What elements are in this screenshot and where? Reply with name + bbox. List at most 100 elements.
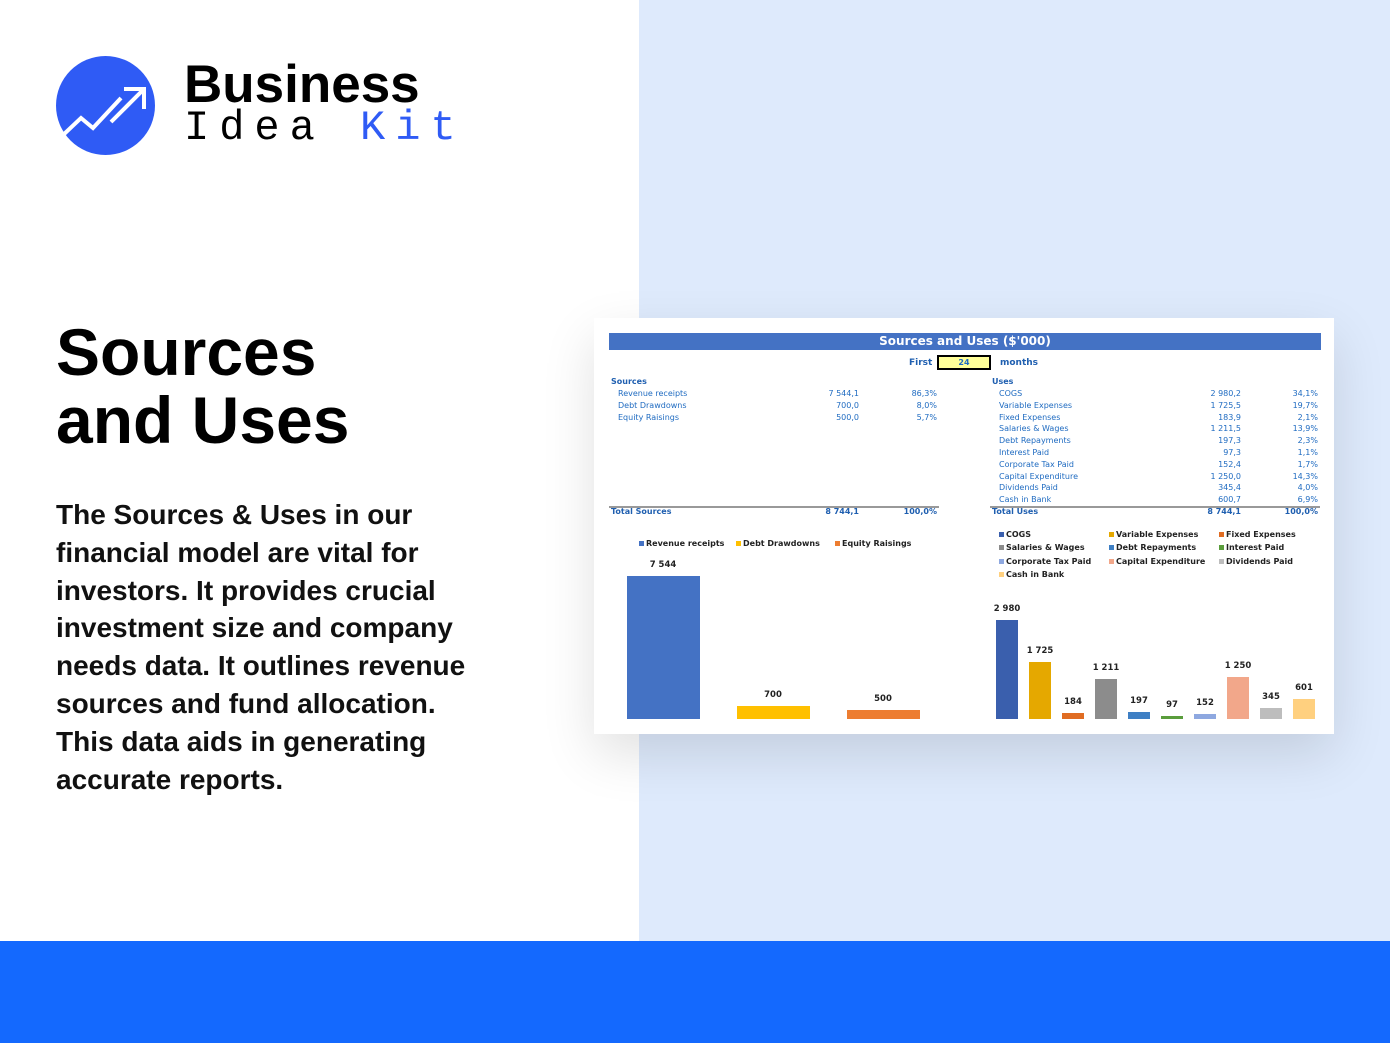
legend-item-equity-raisings: Equity Raisings — [835, 539, 911, 548]
sheet-title: Sources and Uses ($'000) — [609, 333, 1321, 350]
use-label: Variable Expenses — [999, 400, 1073, 410]
source-pct: 86,3% — [911, 389, 937, 398]
page-title: Sources and Uses — [56, 318, 349, 454]
use-value: 345,4 — [1218, 483, 1241, 493]
first-label: First — [909, 358, 933, 368]
use-pct: 4,0% — [1297, 483, 1318, 493]
source-label: Revenue receipts — [618, 389, 688, 398]
use-label: Fixed Expenses — [999, 412, 1061, 422]
use-pct: 34,1% — [1292, 389, 1318, 398]
source-value: 500,0 — [836, 412, 859, 422]
bar-capital-expenditure — [1227, 677, 1249, 719]
legend-item-capital-expenditure: Capital Expenditure — [1109, 557, 1205, 566]
months-input[interactable]: 24 — [937, 355, 991, 370]
legend-item-corporate-tax-paid: Corporate Tax Paid — [999, 557, 1091, 566]
legend-item-debt-repayments: Debt Repayments — [1109, 543, 1196, 552]
total-uses-value: 8 744,1 — [1207, 507, 1241, 516]
use-value: 600,7 — [1218, 495, 1241, 505]
use-label: Interest Paid — [999, 448, 1050, 457]
data-label: 500 — [874, 693, 892, 704]
use-value: 1 250,0 — [1210, 471, 1241, 481]
use-value: 197,3 — [1218, 436, 1241, 446]
total-uses-pct: 100,0% — [1284, 507, 1318, 516]
logo-trend-icon — [56, 56, 155, 155]
months-label: months — [1000, 358, 1039, 368]
data-label: 184 — [1064, 696, 1082, 707]
use-label: COGS — [999, 389, 1023, 398]
use-pct: 19,7% — [1292, 400, 1318, 410]
source-value: 7 544,1 — [828, 389, 859, 398]
data-label: 601 — [1295, 683, 1313, 694]
data-label: 345 — [1262, 691, 1280, 702]
use-label: Cash in Bank — [999, 495, 1052, 505]
bottom-band — [0, 941, 1390, 1043]
legend-item-cogs: COGS — [999, 530, 1031, 539]
source-label: Equity Raisings — [618, 412, 680, 422]
source-pct: 5,7% — [916, 412, 937, 422]
bar-cash-in-bank — [1293, 699, 1315, 719]
bar-fixed-expenses — [1062, 712, 1084, 719]
data-label: 1 725 — [1026, 645, 1054, 656]
legend-item-salaries-wages: Salaries & Wages — [999, 543, 1085, 552]
logo-subtitle: Idea Kit — [184, 104, 466, 152]
source-label: Debt Drawdowns — [618, 400, 687, 410]
data-label: 1 250 — [1224, 661, 1252, 672]
use-pct: 2,1% — [1297, 412, 1318, 422]
legend-item-revenue-receipts: Revenue receipts — [639, 539, 724, 548]
sources-heading: Sources — [611, 377, 647, 386]
use-label: Salaries & Wages — [999, 424, 1069, 434]
use-label: Corporate Tax Paid — [999, 459, 1074, 469]
spreadsheet-screenshot: Sources and Uses ($'000) First 24 months… — [594, 318, 1334, 734]
bar-debt-repayments — [1128, 712, 1150, 719]
legend-item-cash-in-bank: Cash in Bank — [999, 570, 1064, 579]
bar-variable-expenses — [1029, 661, 1051, 719]
legend-item-dividends-paid: Dividends Paid — [1219, 557, 1293, 566]
total-sources-label: Total Sources — [611, 507, 672, 516]
use-label: Capital Expenditure — [999, 471, 1078, 481]
legend-item-interest-paid: Interest Paid — [1219, 543, 1284, 552]
data-label: 152 — [1196, 697, 1214, 708]
use-pct: 13,9% — [1292, 424, 1318, 434]
data-label: 7 544 — [649, 560, 677, 570]
data-label: 97 — [1166, 699, 1178, 710]
uses-heading: Uses — [992, 377, 1014, 386]
uses-total-divider — [990, 506, 1320, 508]
logo-wordmark: Business — [184, 55, 420, 114]
bar-equity-raisings — [847, 709, 920, 719]
source-pct: 8,0% — [916, 400, 937, 410]
use-pct: 6,9% — [1297, 495, 1318, 505]
source-value: 700,0 — [836, 400, 859, 410]
use-value: 1 211,5 — [1210, 424, 1241, 434]
legend-item-debt-drawdowns: Debt Drawdowns — [736, 539, 820, 548]
use-value: 97,3 — [1223, 448, 1241, 457]
data-label: 1 211 — [1092, 662, 1120, 673]
use-pct: 1,1% — [1297, 448, 1318, 457]
data-label: 197 — [1130, 696, 1148, 707]
description: The Sources & Uses in our financial mode… — [56, 499, 466, 795]
total-sources-value: 8 744,1 — [825, 507, 859, 516]
use-pct: 14,3% — [1292, 471, 1318, 481]
use-label: Debt Repayments — [999, 436, 1071, 446]
legend-item-variable-expenses: Variable Expenses — [1109, 530, 1198, 539]
title-line-2: and Uses — [56, 383, 350, 457]
data-label: 700 — [764, 689, 782, 700]
title-line-1: Sources — [56, 315, 317, 389]
bar-salaries-wages — [1095, 678, 1117, 719]
logo-idea: Idea — [184, 104, 361, 152]
legend-item-fixed-expenses: Fixed Expenses — [1219, 530, 1296, 539]
bar-corporate-tax-paid — [1194, 713, 1216, 719]
bar-interest-paid — [1161, 715, 1183, 719]
use-label: Dividends Paid — [999, 483, 1058, 493]
sources-total-divider — [609, 506, 939, 508]
bar-dividends-paid — [1260, 707, 1282, 719]
use-value: 2 980,2 — [1210, 389, 1241, 398]
data-label: 2 980 — [993, 604, 1021, 614]
use-value: 1 725,5 — [1210, 400, 1241, 410]
bar-debt-drawdowns — [737, 705, 810, 719]
bar-cogs — [996, 620, 1018, 719]
use-value: 183,9 — [1218, 412, 1241, 422]
use-pct: 1,7% — [1297, 459, 1318, 469]
total-sources-pct: 100,0% — [903, 507, 937, 516]
use-value: 152,4 — [1218, 459, 1241, 469]
bar-revenue-receipts — [627, 576, 700, 719]
